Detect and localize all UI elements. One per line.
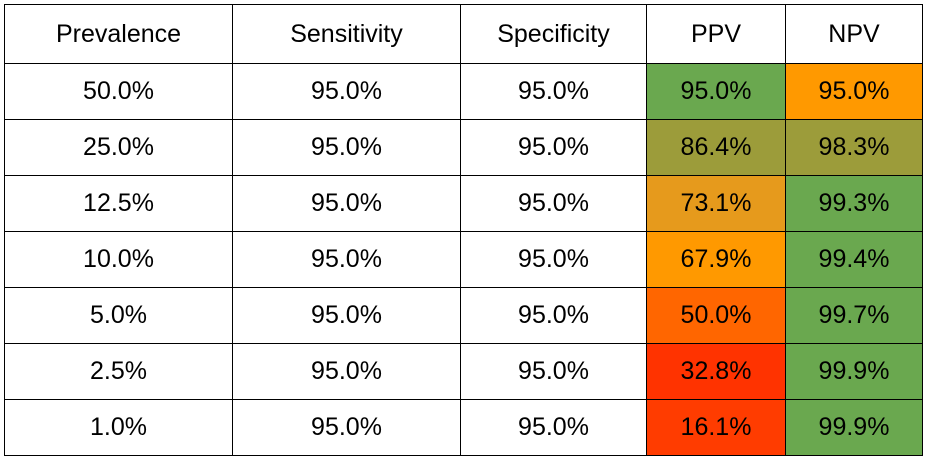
header-row: Prevalence Sensitivity Specificity PPV N… — [4, 4, 923, 64]
row: 10.0% 95.0% 95.0% 67.9% 99.4% — [4, 231, 923, 288]
header-cell: Specificity — [460, 4, 647, 64]
ppv-cell: 16.1% — [646, 399, 786, 456]
header-cell: Prevalence — [4, 4, 233, 64]
cell: 95.0% — [460, 119, 647, 176]
npv-cell: 95.0% — [785, 63, 923, 120]
ppv-cell: 67.9% — [646, 231, 786, 288]
cell: 1.0% — [4, 399, 233, 456]
npv-cell: 99.9% — [785, 343, 923, 400]
npv-cell: 99.9% — [785, 399, 923, 456]
header-cell: Sensitivity — [232, 4, 461, 64]
row: 2.5% 95.0% 95.0% 32.8% 99.9% — [4, 343, 923, 400]
header-cell: NPV — [785, 4, 923, 64]
cell: 95.0% — [232, 231, 461, 288]
cell: 50.0% — [4, 63, 233, 120]
npv-cell: 99.4% — [785, 231, 923, 288]
npv-cell: 99.3% — [785, 175, 923, 232]
row: 5.0% 95.0% 95.0% 50.0% 99.7% — [4, 287, 923, 344]
npv-cell: 98.3% — [785, 119, 923, 176]
cell: 95.0% — [460, 63, 647, 120]
cell: 95.0% — [232, 119, 461, 176]
page: {"table": { "header": ["Prevalence", "Se… — [0, 4, 926, 464]
cell: 95.0% — [460, 175, 647, 232]
cell: 95.0% — [460, 231, 647, 288]
results-table: Prevalence Sensitivity Specificity PPV N… — [4, 4, 923, 456]
cell: 95.0% — [232, 343, 461, 400]
header-cell: PPV — [646, 4, 786, 64]
ppv-cell: 50.0% — [646, 287, 786, 344]
cell: 5.0% — [4, 287, 233, 344]
row: 25.0% 95.0% 95.0% 86.4% 98.3% — [4, 119, 923, 176]
row: 1.0% 95.0% 95.0% 16.1% 99.9% — [4, 399, 923, 456]
ppv-cell: 86.4% — [646, 119, 786, 176]
cell: 95.0% — [232, 287, 461, 344]
row: 12.5% 95.0% 95.0% 73.1% 99.3% — [4, 175, 923, 232]
ppv-cell: 32.8% — [646, 343, 786, 400]
cell: 95.0% — [232, 399, 461, 456]
ppv-cell: 73.1% — [646, 175, 786, 232]
npv-cell: 99.7% — [785, 287, 923, 344]
cell: 95.0% — [460, 287, 647, 344]
cell: 12.5% — [4, 175, 233, 232]
cell: 95.0% — [232, 175, 461, 232]
row: 50.0% 95.0% 95.0% 95.0% 95.0% — [4, 63, 923, 120]
cell: 95.0% — [232, 63, 461, 120]
cell: 10.0% — [4, 231, 233, 288]
cell: 95.0% — [460, 399, 647, 456]
cell: 2.5% — [4, 343, 233, 400]
cell: 95.0% — [460, 343, 647, 400]
ppv-cell: 95.0% — [646, 63, 786, 120]
cell: 25.0% — [4, 119, 233, 176]
